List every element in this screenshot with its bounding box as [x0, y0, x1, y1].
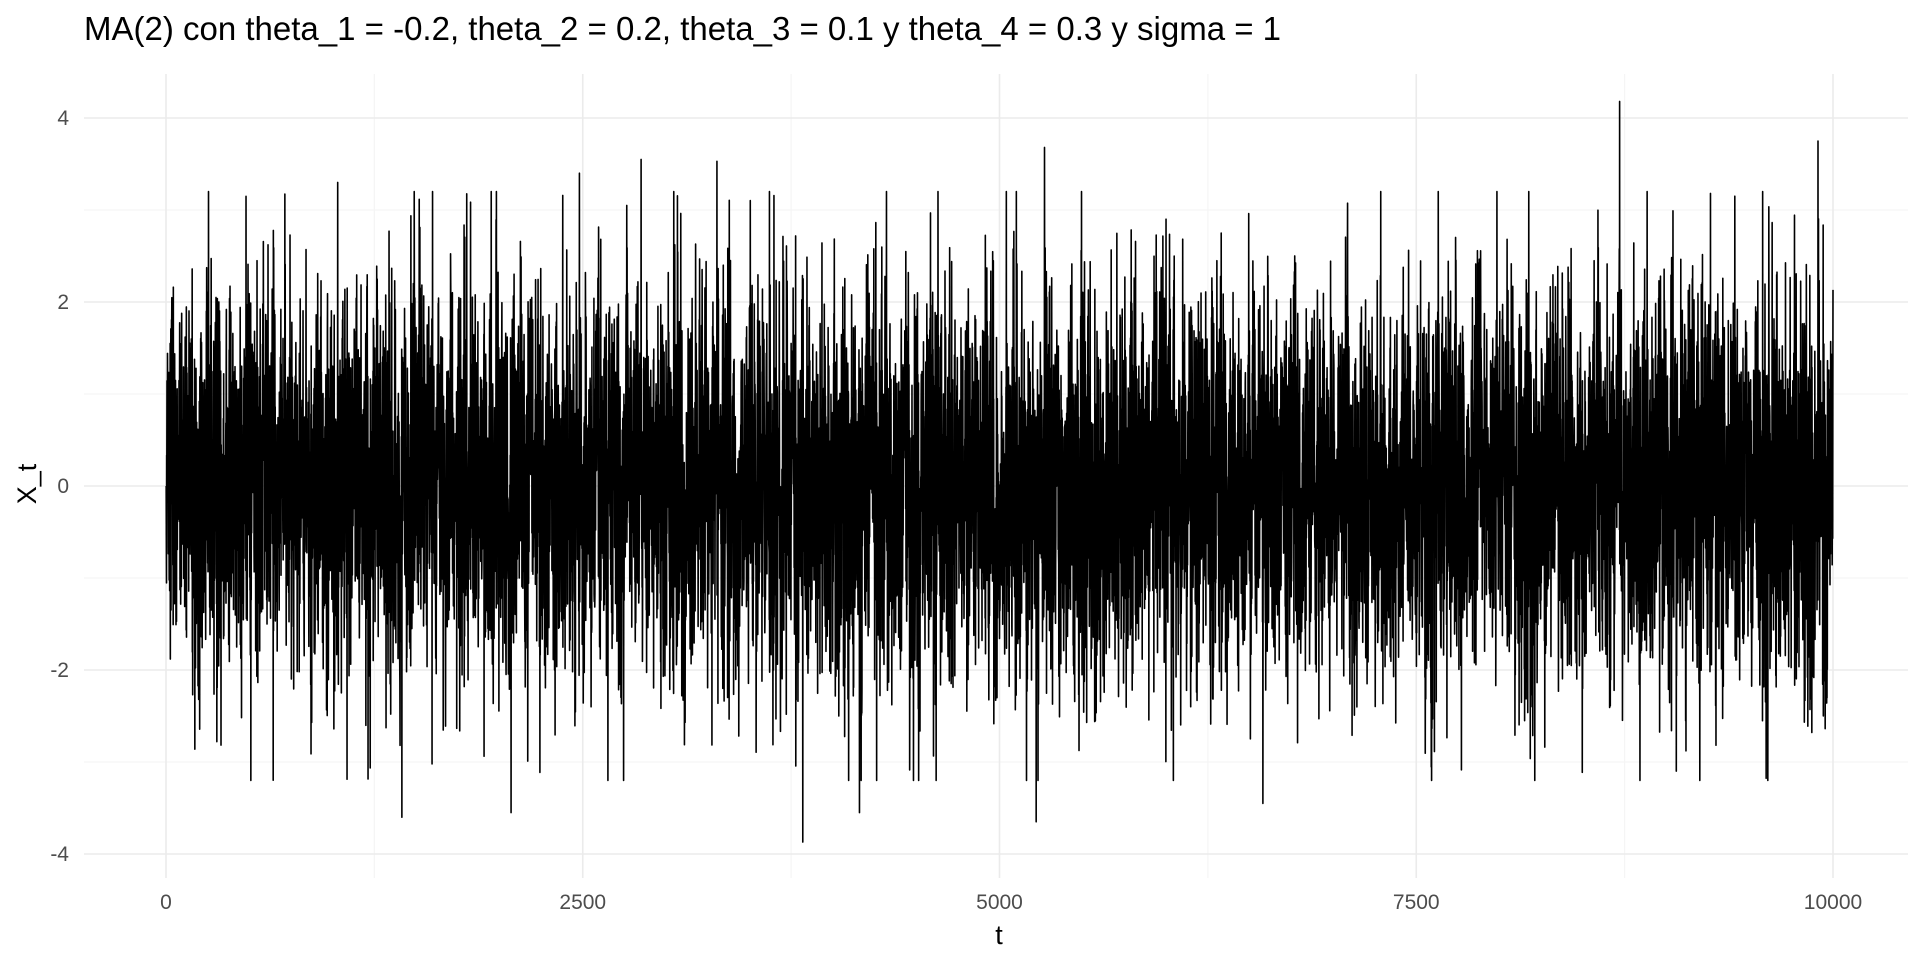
x-tick-label: 5000: [976, 891, 1023, 914]
x-tick-label: 10000: [1804, 891, 1862, 914]
series-line-x-t: [165, 100, 1834, 843]
x-axis-title: t: [995, 920, 1003, 950]
y-tick-label: -2: [50, 659, 69, 682]
y-axis-title: X_t: [12, 463, 42, 504]
chart-title: MA(2) con theta_1 = -0.2, theta_2 = 0.2,…: [84, 10, 1281, 47]
x-tick-label: 7500: [1393, 891, 1440, 914]
y-tick-label: 0: [57, 475, 69, 498]
x-tick-labels: 0 2500 5000 7500 10000: [160, 891, 1862, 914]
x-tick-label: 2500: [559, 891, 606, 914]
y-tick-label: 4: [57, 107, 69, 130]
y-tick-label: 2: [57, 291, 69, 314]
y-tick-label: -4: [50, 843, 69, 866]
x-tick-label: 0: [160, 891, 172, 914]
y-tick-labels: -4 -2 0 2 4: [50, 107, 69, 866]
series-layer: [165, 100, 1834, 843]
